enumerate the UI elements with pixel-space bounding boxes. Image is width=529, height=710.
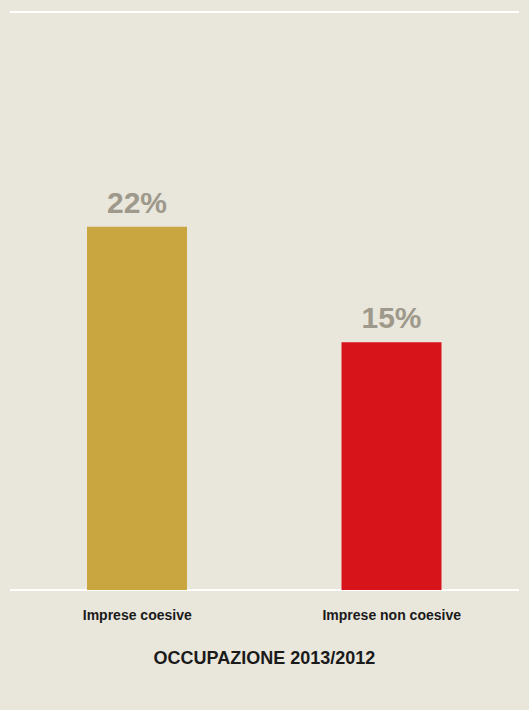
svg-text:22%: 22% [107,186,167,219]
html-text:OCCUPAZIONE 2013/2012: OCCUPAZIONE 2013/2012 [153,648,376,668]
svg-text:Imprese coesive: Imprese coesive [83,607,192,623]
svg-text:15%: 15% [361,301,421,334]
svg-text:Imprese non coesive: Imprese non coesive [322,607,461,623]
